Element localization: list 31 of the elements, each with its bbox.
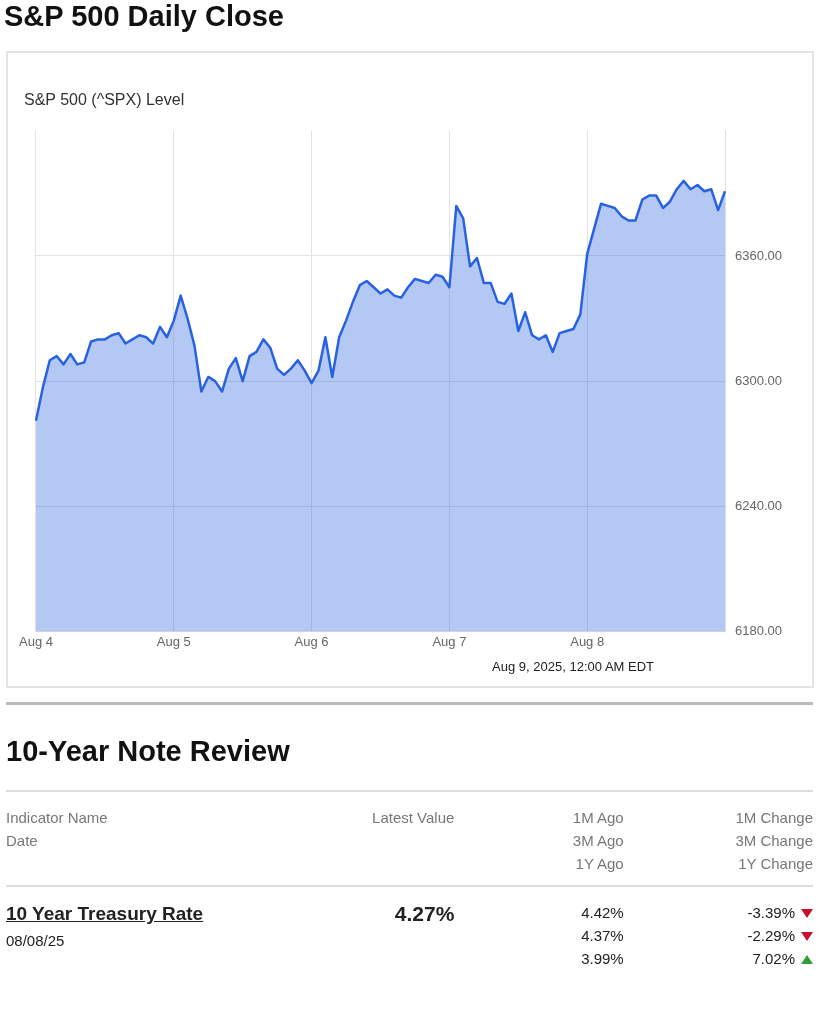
y-tick-label: 6240.00 — [735, 497, 783, 513]
x-tick-label: Aug 4 — [18, 633, 53, 649]
x-tick-label: Aug 8 — [570, 633, 605, 649]
y-tick-label: 6360.00 — [735, 247, 783, 263]
x-tick-label: Aug 5 — [156, 633, 191, 649]
text: 10-Year Note Review — [6, 735, 291, 768]
text: 1Y Change — [737, 854, 813, 874]
text: 4.27% — [393, 901, 455, 927]
text: 1M Change — [734, 808, 813, 828]
text: 1M Ago — [571, 808, 624, 828]
text: 1Y Ago — [574, 854, 624, 874]
y-tick-label: 6180.00 — [735, 622, 783, 638]
text: -3.39% — [746, 903, 796, 923]
text: 3M Change — [734, 831, 813, 851]
text: 7.02% — [751, 949, 796, 969]
text: 3M Ago — [571, 831, 624, 851]
text: Date — [6, 831, 39, 851]
chart-subtitle: S&P 500 (^SPX) Level — [24, 91, 186, 109]
text: Aug 9, 2025, 12:00 AM EDT — [491, 659, 654, 674]
text: Latest Value — [371, 808, 455, 828]
text: 08/08/25 — [6, 931, 66, 951]
text: 4.42% — [580, 903, 624, 923]
text: Indicator Name — [6, 808, 109, 828]
chart-title: S&P 500 Daily Close — [4, 0, 285, 33]
text: 10 Year Treasury Rate — [6, 902, 205, 926]
y-tick-label: 6300.00 — [735, 372, 783, 388]
text: -2.29% — [746, 926, 796, 946]
text: 4.37% — [580, 926, 624, 946]
text: 3.99% — [580, 949, 624, 969]
x-tick-label: Aug 6 — [294, 633, 329, 649]
x-tick-label: Aug 7 — [432, 633, 467, 649]
